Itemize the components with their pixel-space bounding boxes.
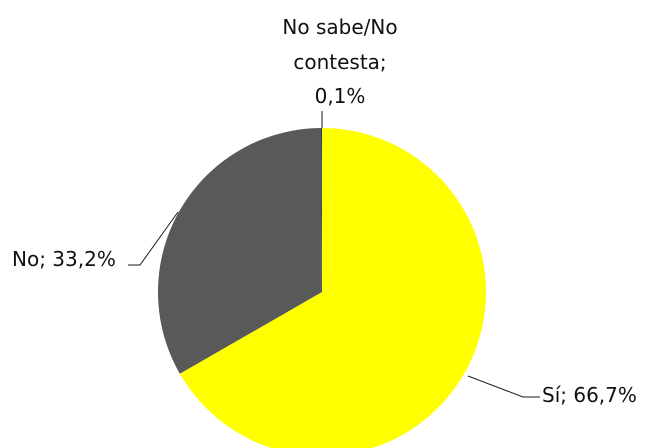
- label-no: No; 33,2%: [12, 247, 116, 271]
- label-si: Sí; 66,7%: [542, 383, 637, 407]
- pie-slice-no: [158, 128, 322, 374]
- label-no-sabe-line3: 0,1%: [315, 84, 366, 108]
- pie-slice-no-sabe: [320, 128, 322, 292]
- pie-slices: [158, 128, 486, 448]
- label-no-sabe-line2: contesta;: [293, 50, 386, 74]
- leader-line-no: [128, 211, 179, 266]
- pie-slice-si: [179, 128, 486, 448]
- label-no-sabe-line1: No sabe/No: [282, 15, 397, 39]
- leader-line-si: [467, 375, 540, 398]
